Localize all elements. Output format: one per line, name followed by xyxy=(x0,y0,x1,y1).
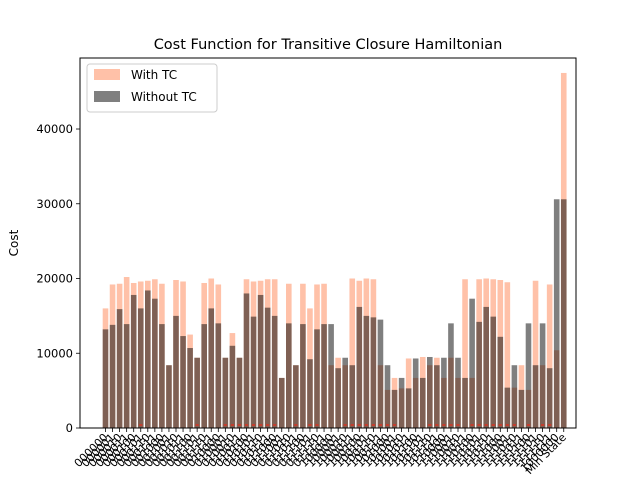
bars-layer xyxy=(102,72,567,428)
bar-series-1-23 xyxy=(264,307,271,428)
bar-series-1-9 xyxy=(166,365,172,428)
legend-label-with-tc: With TC xyxy=(131,68,177,82)
bar-series-1-39 xyxy=(377,319,384,428)
bar-series-1-58 xyxy=(511,365,518,428)
bar-series-1-21 xyxy=(250,316,257,428)
bar-series-0-51 xyxy=(462,279,468,428)
y-axis-ticks: 0 10000 20000 30000 40000 xyxy=(36,122,80,435)
y-axis-label: Cost xyxy=(7,229,21,256)
bar-series-1-34 xyxy=(342,357,348,428)
bar-series-1-64 xyxy=(553,199,560,428)
bar-series-1-27 xyxy=(293,365,299,428)
bar-series-1-31 xyxy=(321,324,327,428)
bar-series-1-5 xyxy=(137,308,144,428)
bar-series-1-43 xyxy=(405,388,412,428)
bar-series-1-26 xyxy=(286,323,292,428)
bar-series-1-29 xyxy=(307,359,313,428)
bar-series-1-18 xyxy=(229,345,236,428)
bar-series-1-22 xyxy=(257,294,264,428)
bar-series-1-56 xyxy=(497,336,504,428)
bar-series-1-16 xyxy=(215,323,222,428)
legend-label-without-tc: Without TC xyxy=(131,90,197,104)
bar-series-1-41 xyxy=(391,389,398,428)
bar-series-1-61 xyxy=(532,365,539,428)
bar-series-1-50 xyxy=(455,357,461,428)
bar-series-1-57 xyxy=(504,387,511,428)
bar-series-1-2 xyxy=(116,309,123,428)
bar-series-1-8 xyxy=(159,324,165,428)
x-axis-ticks: 0000000000010000100000110001000001010001… xyxy=(72,428,569,477)
y-tick-label-0: 0 xyxy=(66,421,73,435)
y-tick-label-2: 20000 xyxy=(36,272,73,286)
bar-series-1-55 xyxy=(490,316,497,428)
bar-series-1-10 xyxy=(173,315,179,428)
bar-series-1-53 xyxy=(476,321,482,428)
bar-series-1-65 xyxy=(560,199,567,428)
bar-series-1-48 xyxy=(441,357,447,428)
bar-series-1-14 xyxy=(201,324,207,428)
plot-frame xyxy=(79,57,577,429)
legend-swatch-with-tc xyxy=(94,69,120,80)
bar-series-1-33 xyxy=(335,368,341,428)
bar-series-1-6 xyxy=(145,290,151,428)
bar-series-0-61 xyxy=(532,280,539,428)
bar-series-1-3 xyxy=(123,324,130,428)
bar-series-1-0 xyxy=(102,329,109,428)
bar-series-1-19 xyxy=(236,357,243,428)
bar-series-1-24 xyxy=(271,315,278,428)
bar-series-1-15 xyxy=(208,308,215,428)
bar-series-1-13 xyxy=(194,357,200,428)
bar-series-1-59 xyxy=(518,389,525,428)
legend: With TC Without TC xyxy=(86,63,218,113)
chart-title: Cost Function for Transitive Closure Ham… xyxy=(154,37,503,53)
bar-series-1-30 xyxy=(314,329,320,428)
bar-series-1-4 xyxy=(130,294,137,428)
bar-series-1-49 xyxy=(448,323,454,428)
bar-series-1-54 xyxy=(483,306,489,428)
bar-series-0-63 xyxy=(546,284,553,428)
bar-series-0-57 xyxy=(504,282,511,428)
bar-series-1-63 xyxy=(546,368,553,428)
bar-series-1-40 xyxy=(384,365,391,428)
bar-series-1-60 xyxy=(525,323,532,428)
bar-series-1-32 xyxy=(328,324,334,428)
y-tick-label-3: 30000 xyxy=(36,197,73,211)
bar-series-0-35 xyxy=(349,278,356,428)
bar-series-1-62 xyxy=(539,323,546,428)
bar-series-1-11 xyxy=(180,336,186,428)
y-tick-label-4: 40000 xyxy=(36,122,73,136)
bar-series-1-47 xyxy=(434,365,440,428)
bar-series-1-12 xyxy=(187,348,193,428)
bar-series-1-42 xyxy=(398,377,405,428)
bar-series-1-46 xyxy=(427,356,433,428)
bar-series-1-20 xyxy=(243,293,250,428)
bar-series-1-38 xyxy=(370,317,377,428)
bar-series-1-37 xyxy=(363,315,370,428)
bar-series-1-45 xyxy=(419,377,426,428)
bar-series-1-7 xyxy=(152,298,158,428)
y-tick-label-1: 10000 xyxy=(36,346,73,360)
bar-series-1-28 xyxy=(300,324,306,428)
bar-series-1-52 xyxy=(469,298,475,428)
bar-series-1-17 xyxy=(222,357,229,428)
bar-series-1-35 xyxy=(349,365,356,428)
bar-series-1-1 xyxy=(109,324,116,428)
legend-swatch-without-tc xyxy=(94,91,120,102)
bar-series-1-44 xyxy=(412,358,419,428)
bar-series-1-25 xyxy=(278,377,285,428)
bar-series-1-36 xyxy=(356,306,363,428)
bar-series-1-51 xyxy=(462,377,468,428)
